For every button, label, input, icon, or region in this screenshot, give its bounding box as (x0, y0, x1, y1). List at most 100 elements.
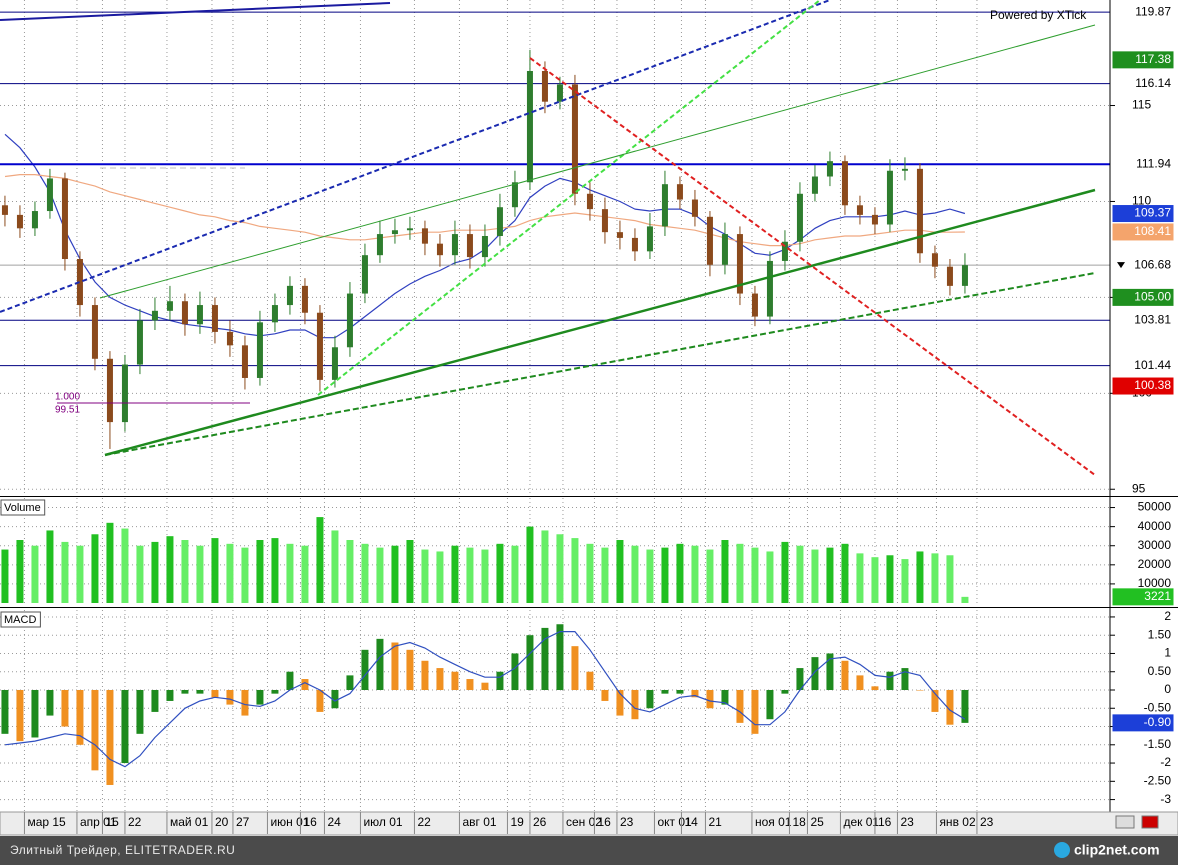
volume-bar (886, 555, 894, 603)
macd-bar (811, 657, 819, 690)
candle-body (481, 235, 488, 258)
volume-bar (811, 549, 819, 603)
trend-line (0, 0, 831, 313)
volume-bar (781, 541, 789, 603)
x-tick-label: 19 (510, 815, 524, 829)
macd-bar (256, 689, 264, 705)
macd-bar (931, 689, 939, 712)
volume-bar (331, 530, 339, 603)
macd-bar (586, 671, 594, 690)
x-axis-strip (0, 811, 1178, 836)
macd-bar (271, 689, 279, 694)
candle-body (76, 259, 83, 306)
volume-bar (376, 547, 384, 603)
macd-bar (661, 689, 669, 694)
fib-label: 99.51 (55, 405, 80, 416)
candle-body (256, 322, 263, 378)
macd-bar (286, 671, 294, 690)
macd-bar (916, 689, 924, 691)
trend-line (0, 2, 391, 21)
macd-bar (901, 668, 909, 690)
macd-bar (451, 671, 459, 690)
candle-body (631, 237, 638, 252)
volume-bar (496, 543, 504, 603)
macd-bar (841, 660, 849, 690)
candle-body (226, 331, 233, 346)
volume-bar (421, 549, 429, 603)
panel-title-text: MACD (4, 614, 36, 626)
macd-bar (781, 689, 789, 694)
panel-title: Volume (0, 499, 46, 516)
macd-bar (646, 689, 654, 709)
volume-bar (631, 545, 639, 603)
x-tick-label: 23 (980, 815, 994, 829)
footer-text: Элитный Трейдер, ELITETRADER.RU (10, 843, 235, 857)
y-tick-label: -2.50 (1144, 773, 1172, 787)
scroll-button[interactable] (1115, 815, 1135, 829)
macd-bar (871, 686, 879, 690)
x-tick-label: 16 (597, 815, 611, 829)
macd-bar (421, 660, 429, 690)
end-button[interactable] (1141, 815, 1159, 829)
volume-bar (361, 543, 369, 603)
price-tag-label: 105.00 (1134, 290, 1171, 304)
candle-body (511, 182, 518, 208)
candle-body (661, 184, 668, 227)
volume-bar (301, 545, 309, 603)
macd-bar (376, 638, 384, 690)
panel-title-box (0, 611, 41, 628)
macd-bar (346, 675, 354, 690)
volume-bar (586, 543, 594, 603)
macd-bar (751, 689, 759, 734)
volume-bar (346, 540, 354, 603)
price-tag (1112, 357, 1174, 375)
macd-bar (556, 624, 564, 690)
volume-bar (31, 545, 39, 603)
macd-bar (496, 671, 504, 690)
macd-bar (706, 689, 714, 709)
volume-bar (751, 547, 759, 603)
x-tick-label: 16 (303, 815, 317, 829)
macd-bar (601, 689, 609, 701)
macd-bar (196, 689, 204, 694)
candle-body (166, 301, 173, 311)
volume-bar (721, 540, 729, 603)
candle-body (106, 358, 113, 423)
x-tick-label: май 01 (170, 815, 209, 829)
trend-line (317, 0, 821, 396)
y-tick-label: 0 (1164, 682, 1171, 696)
y-tick-label: 40000 (1138, 519, 1172, 533)
price-tag-label: 3221 (1144, 589, 1171, 603)
volume-bar (121, 528, 129, 603)
candle-body (961, 265, 968, 286)
volume-bar (946, 555, 954, 603)
candle-body (121, 364, 128, 423)
price-tag (1112, 3, 1174, 21)
candle-body (571, 84, 578, 194)
x-tick-label: 25 (810, 815, 824, 829)
logo-icon (1054, 842, 1070, 858)
price-tag (1112, 205, 1174, 223)
x-tick-label: ноя 01 (755, 815, 792, 829)
macd-bar (766, 689, 774, 720)
macd-bar (616, 689, 624, 716)
volume-bar (541, 530, 549, 603)
candle-body (361, 255, 368, 294)
price-tag (1112, 256, 1174, 274)
macd-bar (151, 689, 159, 712)
y-tick-label: -1.50 (1144, 737, 1172, 751)
macd-bar (316, 689, 324, 712)
price-tag (1112, 155, 1174, 173)
candle-body (856, 205, 863, 215)
candle-body (301, 285, 308, 313)
x-tick-label: 24 (327, 815, 341, 829)
panel-title: MACD (0, 611, 41, 628)
macd-bar (736, 689, 744, 723)
macd-bar (331, 689, 339, 709)
macd-bar (676, 689, 684, 694)
candle-body (901, 168, 908, 171)
trend-line (104, 188, 1096, 457)
macd-bar (241, 689, 249, 716)
